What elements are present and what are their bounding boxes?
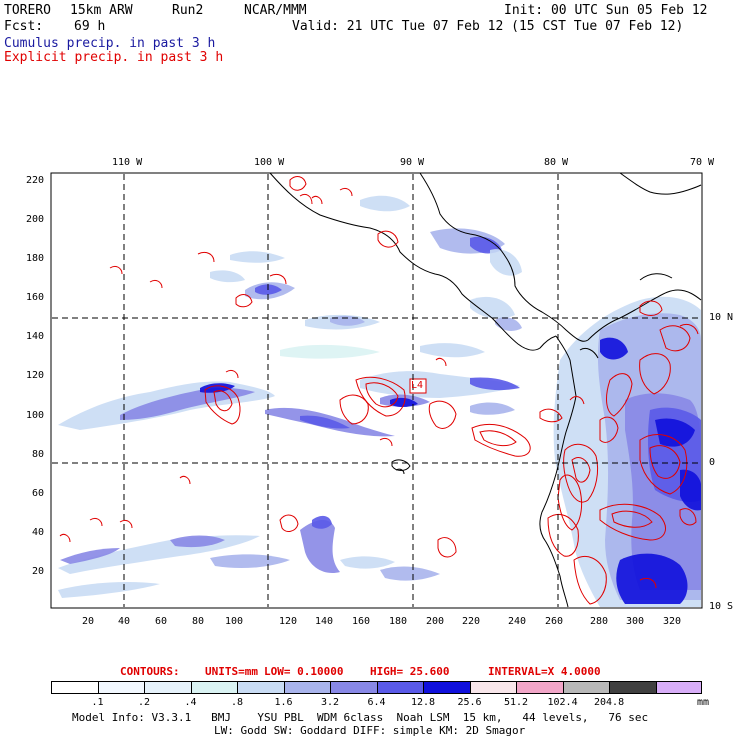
cumulus-legend: Cumulus precip. in past 3 h xyxy=(4,36,216,51)
y-tick: 20 xyxy=(32,566,45,577)
colorbar-cell xyxy=(330,681,377,694)
lat-label-10n: 10 N xyxy=(709,312,734,323)
x-tick: 180 xyxy=(389,616,408,627)
x-tick: 80 xyxy=(192,616,205,627)
lat-label-10s: 10 S xyxy=(709,601,734,612)
init-time: Init: 00 UTC Sun 05 Feb 12 xyxy=(504,3,708,18)
model-info: Model Info: V3.3.1 BMJ YSU PBL WDM 6clas… xyxy=(72,711,649,724)
colorbar-cell xyxy=(562,681,609,694)
x-tick: 140 xyxy=(315,616,334,627)
x-tick: 260 xyxy=(545,616,564,627)
colorbar-label: 12.8 xyxy=(411,697,436,708)
colorbar-label: 102.4 xyxy=(547,697,578,708)
colorbar-label: 6.4 xyxy=(367,697,386,708)
physics-info: LW: Godd SW: Goddard DIFF: simple KM: 2D… xyxy=(214,724,526,737)
lon-label-90w: 90 W xyxy=(400,157,425,168)
colorbar-cell xyxy=(609,681,656,694)
y-tick: 220 xyxy=(26,175,45,186)
y-tick: 60 xyxy=(32,488,45,499)
x-tick: 320 xyxy=(663,616,682,627)
colorbar-label: 204.8 xyxy=(594,697,625,708)
x-tick: 100 xyxy=(225,616,244,627)
colorbar-label: 25.6 xyxy=(457,697,482,708)
contours-low: LOW= 0.10000 xyxy=(264,665,344,678)
colorbar-cell xyxy=(51,681,98,694)
grid-lines xyxy=(52,174,701,607)
x-tick: 220 xyxy=(462,616,481,627)
colorbar-cell xyxy=(237,681,284,694)
colorbar-cell xyxy=(144,681,191,694)
colorbar-cell xyxy=(423,681,470,694)
x-tick: 40 xyxy=(118,616,131,627)
y-tick: 180 xyxy=(26,253,45,264)
lon-label-70w: 70 W xyxy=(690,157,715,168)
y-tick: 140 xyxy=(26,331,45,342)
colorbar-cell xyxy=(469,681,516,694)
model-name: TORERO xyxy=(4,3,51,18)
low-box-label: L4 xyxy=(411,380,424,391)
run-label: Run2 xyxy=(172,3,204,18)
colorbar-label: .8 xyxy=(231,697,244,708)
colorbar-cell xyxy=(97,681,144,694)
y-tick: 160 xyxy=(26,292,45,303)
y-tick: 100 xyxy=(26,410,45,421)
contours-label: CONTOURS: xyxy=(120,665,180,678)
x-tick: 60 xyxy=(155,616,168,627)
y-tick: 80 xyxy=(32,449,45,460)
colorbar-label: .1 xyxy=(91,697,104,708)
contours-high: HIGH= 25.600 xyxy=(370,665,450,678)
y-tick: 120 xyxy=(26,370,45,381)
colorbar-cell xyxy=(376,681,423,694)
explicit-legend: Explicit precip. in past 3 h xyxy=(4,50,224,65)
forecast-label: Fcst: xyxy=(4,19,44,34)
colorbar-cell xyxy=(283,681,330,694)
colorbar-unit: mm xyxy=(697,697,710,708)
x-tick: 200 xyxy=(426,616,445,627)
y-tick: 200 xyxy=(26,214,45,225)
lon-label-80w: 80 W xyxy=(544,157,569,168)
contours-units: UNITS=mm xyxy=(205,665,258,678)
resolution-label: 15km ARW xyxy=(70,3,133,18)
x-tick: 120 xyxy=(279,616,298,627)
colorbar-cell xyxy=(190,681,237,694)
x-tick: 240 xyxy=(508,616,527,627)
y-tick: 40 xyxy=(32,527,45,538)
lon-label-110w: 110 W xyxy=(112,157,143,168)
contours-interval: INTERVAL=X 4.0000 xyxy=(488,665,601,678)
low-box xyxy=(409,378,427,394)
forecast-hour: 69 h xyxy=(74,19,106,34)
x-tick: 20 xyxy=(82,616,95,627)
x-tick: 280 xyxy=(590,616,609,627)
valid-time: Valid: 21 UTC Tue 07 Feb 12 (15 CST Tue … xyxy=(292,19,684,34)
explicit-contours xyxy=(59,176,699,605)
coastlines xyxy=(269,172,702,608)
colorbar-cell xyxy=(655,681,702,694)
colorbar-cell xyxy=(516,681,563,694)
org-label: NCAR/MMM xyxy=(244,3,307,18)
lat-label-0: 0 xyxy=(709,457,716,468)
lon-label-100w: 100 W xyxy=(254,157,285,168)
x-tick: 300 xyxy=(626,616,645,627)
colorbar-label: 1.6 xyxy=(274,697,293,708)
colorbar-label: .4 xyxy=(184,697,197,708)
x-tick: 160 xyxy=(352,616,371,627)
colorbar-label: 51.2 xyxy=(504,697,529,708)
colorbar-label: .2 xyxy=(138,697,151,708)
colorbar-label: 3.2 xyxy=(321,697,340,708)
